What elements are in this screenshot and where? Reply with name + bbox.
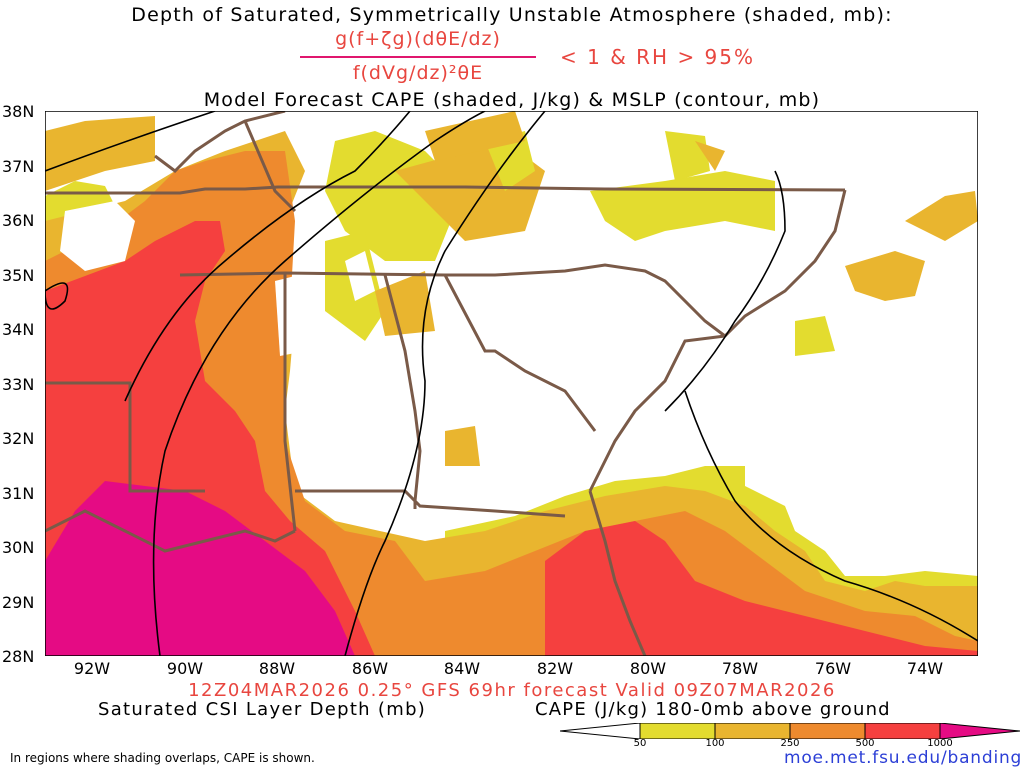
lat-label-31n: 31N: [2, 484, 35, 503]
lon-label-78w: 78W: [721, 659, 759, 678]
lat-label-38n: 38N: [2, 102, 35, 121]
lon-label-74w: 74W: [906, 659, 944, 678]
state-boundaries: [45, 111, 847, 656]
lon-label-84w: 84W: [443, 659, 481, 678]
isobars: [45, 111, 978, 656]
lon-label-92w: 92W: [73, 659, 111, 678]
lat-label-30n: 30N: [2, 538, 35, 557]
valid-time-line: 12Z04MAR2026 0.25° GFS 69hr forecast Val…: [188, 680, 836, 701]
colorbar-tick-500: 500: [855, 738, 875, 749]
formula-numerator: g(f+ζg)(dθE/dz): [335, 28, 501, 50]
lat-label-34n: 34N: [2, 320, 35, 339]
colorbar-tick-1000: 1000: [927, 738, 953, 749]
title-line-1: Depth of Saturated, Symmetrically Unstab…: [131, 4, 893, 26]
formula-fraction: g(f+ζg)(dθE/dz) f(dVg/dz)²θE: [300, 28, 536, 84]
lon-label-90w: 90W: [166, 659, 204, 678]
lon-label-82w: 82W: [536, 659, 574, 678]
lat-label-29n: 29N: [2, 593, 35, 612]
lat-label-28n: 28N: [2, 647, 35, 666]
lon-label-88w: 88W: [258, 659, 296, 678]
colorbar-tick-50: 50: [633, 738, 647, 749]
colorbar-tick-250: 250: [780, 738, 800, 749]
formula-condition: < 1 & RH > 95%: [560, 45, 756, 69]
legend-csi-label: Saturated CSI Layer Depth (mb): [98, 699, 427, 720]
fraction-bar: [300, 56, 536, 58]
lat-label-37n: 37N: [2, 157, 35, 176]
forecast-map: [45, 111, 978, 656]
overlap-note: In regions where shading overlaps, CAPE …: [10, 751, 315, 765]
cape-shading: [45, 111, 978, 656]
lon-label-76w: 76W: [814, 659, 852, 678]
lon-label-86w: 86W: [351, 659, 389, 678]
legend-cape-label: CAPE (J/kg) 180-0mb above ground: [535, 699, 891, 720]
lat-label-35n: 35N: [2, 266, 35, 285]
cape-colorbar: [560, 723, 1020, 739]
colorbar-tick-100: 100: [705, 738, 725, 749]
lat-label-32n: 32N: [2, 429, 35, 448]
lat-label-36n: 36N: [2, 211, 35, 230]
title-line-3: Model Forecast CAPE (shaded, J/kg) & MSL…: [203, 89, 821, 111]
formula-denominator: f(dVg/dz)²θE: [352, 62, 484, 84]
source-url-link[interactable]: moe.met.fsu.edu/banding: [784, 748, 1023, 768]
lat-label-33n: 33N: [2, 375, 35, 394]
lon-label-80w: 80W: [629, 659, 667, 678]
